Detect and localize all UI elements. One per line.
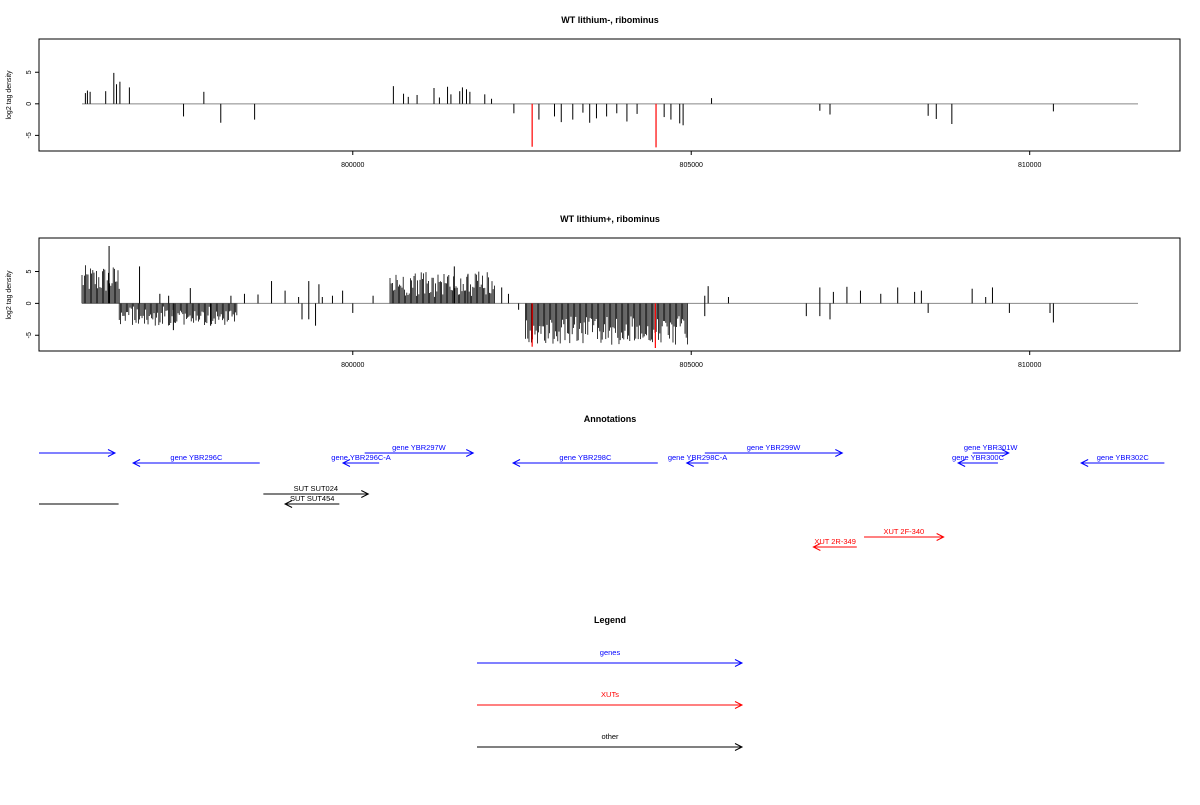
y-tick-label: 5 — [26, 269, 33, 273]
feature-arrowhead — [361, 490, 370, 498]
x-tick-label: 805000 — [680, 362, 703, 369]
legend-arrowhead — [734, 743, 744, 751]
legend-arrowhead — [734, 659, 744, 667]
feature-label: SUT SUT024 — [294, 484, 338, 493]
feature-arrowhead — [283, 500, 293, 508]
x-axis: 800000 805000 810000 — [341, 351, 1041, 369]
track-panel-lithium-minus: WT lithium-, ribominus log2 tag density … — [6, 15, 1181, 169]
y-tick-label: 5 — [26, 70, 33, 74]
legend-item-gene: genes — [477, 648, 744, 667]
y-tick-label: 0 — [26, 301, 33, 305]
x-tick-label: 810000 — [1018, 362, 1041, 369]
feature-arrowhead — [466, 449, 475, 457]
y-tick-label: -5 — [26, 332, 33, 338]
feature-gene: gene YBR298C — [511, 453, 658, 467]
feature-gene: gene YBR296C — [131, 453, 260, 467]
feature-xut: XUT 2F-340 — [864, 527, 945, 541]
feature-label: gene YBR300C — [952, 453, 1005, 462]
x-tick-label: 805000 — [680, 162, 703, 169]
legend-item-other: other — [477, 732, 744, 751]
legend-label: genes — [600, 648, 621, 657]
x-tick-label: 800000 — [341, 162, 364, 169]
x-axis: 800000 805000 810000 — [341, 151, 1041, 169]
feature-arrowhead — [341, 459, 351, 467]
feature-label: SUT SUT454 — [290, 494, 334, 503]
y-axis: -5 0 5 — [26, 269, 39, 338]
annotations-title: Annotations — [584, 414, 637, 424]
feature-arrowhead — [1001, 449, 1010, 457]
feature-label: gene YBR297W — [392, 443, 447, 452]
feature-label: gene YBR298C — [559, 453, 612, 462]
legend-arrowhead — [734, 701, 744, 709]
feature-gene: gene YBR296C-A — [331, 453, 391, 467]
feature-arrowhead — [835, 449, 844, 457]
feature-label: XUT 2R-349 — [814, 537, 856, 546]
feature-label: gene YBR302C — [1097, 453, 1150, 462]
legend-item-xut: XUTs — [477, 690, 744, 709]
feature-gene: gene YBR297W — [364, 443, 475, 457]
legend: Legend genes XUTs other — [477, 615, 744, 751]
y-axis-label: log2 tag density — [6, 70, 13, 120]
feature-gene: gene YBR299W — [704, 443, 844, 457]
y-axis-label: log2 tag density — [6, 270, 13, 320]
x-tick-label: 810000 — [1018, 162, 1041, 169]
feature-label: gene YBR299W — [747, 443, 802, 452]
bar-series — [81, 246, 1138, 348]
plot-frame — [38, 38, 1181, 152]
feature-label: XUT 2F-340 — [883, 527, 924, 536]
feature-gene — [39, 449, 117, 457]
feature-gene: gene YBR302C — [1080, 453, 1165, 467]
feature-label: gene YBR298C-A — [668, 453, 727, 462]
panel-title: WT lithium-, ribominus — [561, 15, 659, 25]
feature-arrowhead — [936, 533, 945, 541]
y-tick-label: 0 — [26, 102, 33, 106]
annotations-track: Annotations gene YBR296C gene YBR296C-Age… — [39, 414, 1165, 551]
feature-xut: XUT 2R-349 — [812, 537, 857, 551]
panel-title: WT lithium+, ribominus — [560, 214, 660, 224]
feature-arrowhead — [1080, 459, 1089, 467]
feature-label: gene YBR301W — [964, 443, 1019, 452]
feature-gene: gene YBR301W — [964, 443, 1019, 457]
legend-label: other — [601, 732, 619, 741]
feature-label: gene YBR296C — [170, 453, 223, 462]
feature-label: gene YBR296C-A — [331, 453, 390, 462]
feature-other: SUT SUT024 — [263, 484, 370, 498]
feature-arrowhead — [511, 459, 521, 467]
y-tick-label: -5 — [26, 132, 33, 138]
feature-gene: gene YBR298C-A — [668, 453, 727, 467]
x-tick-label: 800000 — [341, 362, 364, 369]
feature-other: SUT SUT454 — [283, 494, 340, 508]
feature-arrowhead — [957, 459, 966, 467]
legend-title: Legend — [594, 615, 626, 625]
legend-items: genes XUTs other — [477, 648, 744, 751]
legend-label: XUTs — [601, 690, 619, 699]
feature-gene: gene YBR300C — [952, 453, 1005, 467]
feature-arrowhead — [131, 459, 141, 467]
feature-arrowhead — [685, 459, 694, 467]
feature-arrowhead — [812, 543, 821, 551]
track-panel-lithium-plus: WT lithium+, ribominus log2 tag density … — [6, 214, 1181, 369]
feature-arrowhead — [107, 449, 117, 457]
y-axis: -5 0 5 — [26, 70, 39, 138]
bar-series — [82, 72, 1138, 148]
plot-frame — [38, 237, 1181, 352]
